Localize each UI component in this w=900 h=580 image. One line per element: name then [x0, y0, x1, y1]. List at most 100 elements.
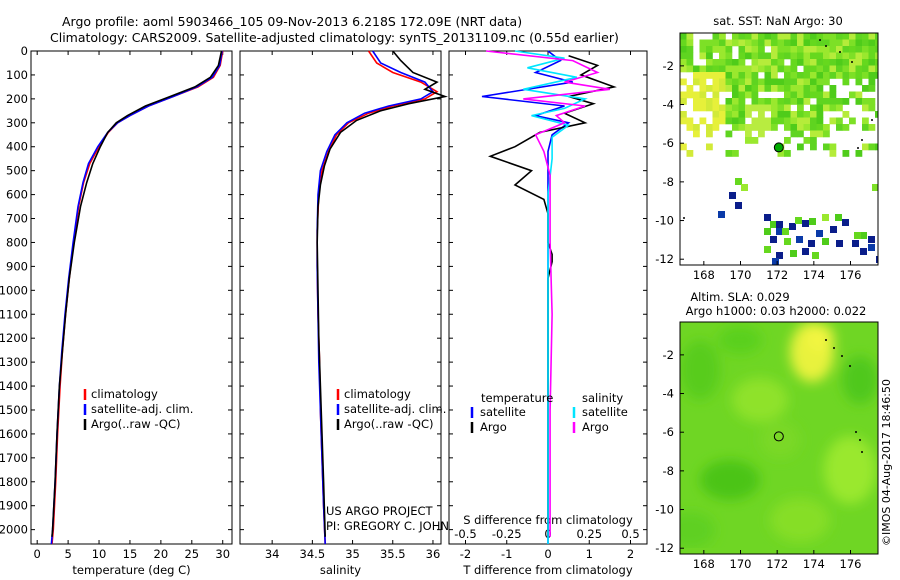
sst-cell: [875, 52, 878, 60]
coastline-dot: [841, 355, 843, 357]
map-x-tick-label: 168: [693, 268, 715, 282]
sst-cell: [745, 104, 752, 112]
map-x-tick-label: 172: [766, 557, 788, 571]
sst-cell: [680, 98, 687, 105]
top-x-tick-label: 0.5: [621, 527, 639, 541]
sst-cell: [751, 46, 759, 53]
coastline-dot: [857, 147, 859, 149]
sst-cell: [771, 104, 778, 112]
sst-cell: [732, 78, 739, 86]
sst-cell: [810, 111, 817, 118]
map-x-tick-label: 174: [803, 557, 825, 571]
sst-cell: [816, 111, 824, 118]
y-tick-label: 1300: [0, 355, 28, 369]
sst-cell: [876, 256, 878, 263]
sst-cell: [764, 246, 771, 253]
sst-cell: [862, 59, 869, 66]
sst-cell: [712, 85, 720, 92]
map-y-tick-label: -2: [663, 59, 674, 73]
sst-cell: [789, 223, 796, 230]
coastline-dot: [825, 45, 827, 47]
map-x-tick-label: 176: [840, 557, 862, 571]
sst-cell: [745, 124, 752, 131]
sst-cell: [706, 130, 713, 138]
profile-panel-temperature: 0 5 10 15 20 25 30 temperature (deg C) 0 100 200 30…: [0, 44, 233, 577]
y-tick-label: 1900: [0, 499, 28, 513]
sst-cell: [699, 104, 707, 112]
sst-cell: [829, 91, 837, 99]
map-panels: 168 170 172 174 176 -2 -4 -6 -8 -10 -12 sat. SST: N…: [655, 14, 879, 571]
series-line-satellite-adj-clim-: [316, 50, 435, 545]
sst-cell: [860, 232, 867, 239]
sst-cell: [776, 228, 783, 235]
sst-cell: [725, 72, 733, 79]
sst-cell: [829, 52, 837, 60]
sst-cell: [693, 130, 700, 138]
sst-cell: [797, 46, 804, 53]
sst-cell: [855, 33, 863, 40]
sst-cell: [764, 117, 772, 125]
sst-cell: [706, 59, 713, 66]
legend-entry: Argo: [480, 420, 507, 434]
sst-cell: [860, 248, 867, 255]
sst-cell: [803, 65, 811, 73]
sst-cell: [735, 178, 742, 185]
y-tick-label: 1800: [0, 475, 28, 489]
profile-panel-salinity: 34 34.5 35 35.5 36 salinity climatologysatelli…: [239, 50, 474, 577]
sst-cell: [862, 65, 869, 73]
sst-cell: [758, 46, 765, 53]
sst-cell: [836, 33, 843, 40]
sst-cell: [738, 98, 746, 105]
sst-cell: [699, 78, 707, 86]
map-x-tick-label: 176: [840, 268, 862, 282]
sst-cell: [719, 85, 726, 92]
annotation-project: US ARGO PROJECT: [326, 504, 434, 518]
sst-cell: [855, 46, 863, 53]
sst-cell: [732, 111, 739, 118]
sst-cell: [758, 52, 765, 60]
sst-cell: [719, 72, 726, 79]
sst-cell: [745, 137, 752, 144]
sst-cell: [699, 46, 707, 53]
sst-cell: [790, 33, 798, 40]
coastline-dot: [871, 119, 873, 121]
sst-cell: [712, 65, 720, 73]
sst-cell: [732, 85, 739, 92]
y-tick-label: 1000: [0, 283, 28, 297]
sst-cell: [797, 72, 804, 79]
y-tick-label: 300: [6, 116, 28, 130]
x-tick-label: 25: [184, 547, 199, 561]
sst-cell: [796, 236, 803, 243]
map-y-tick-label: -8: [663, 175, 674, 189]
sst-cell: [836, 117, 843, 125]
coastline-dot: [859, 439, 861, 441]
sst-cell: [784, 98, 791, 105]
sst-cell: [862, 104, 869, 112]
sst-cell: [836, 59, 843, 66]
map-y-tick-label: -12: [655, 252, 674, 266]
sst-cell: [764, 104, 772, 112]
sst-cell: [777, 150, 785, 157]
sst-cell: [738, 91, 746, 99]
sst-cell: [699, 65, 707, 73]
sst-cell: [738, 39, 746, 47]
sst-cell: [758, 104, 765, 112]
sst-cell: [849, 72, 856, 79]
sst-cell: [712, 124, 720, 131]
legend-entry: satellite-adj. clim.: [344, 402, 446, 416]
sst-cell: [836, 240, 843, 247]
sst-cell: [790, 59, 798, 66]
sst-cell: [875, 65, 878, 73]
sst-cell: [829, 46, 837, 53]
sla-blob: [760, 422, 800, 458]
sst-cell: [842, 33, 850, 40]
sst-cell: [712, 91, 720, 99]
sst-cell: [751, 98, 759, 105]
sst-cell: [810, 104, 817, 112]
sst-cell: [822, 238, 829, 245]
sst-cell: [823, 104, 830, 112]
sst-cell: [680, 111, 687, 118]
sst-map-title: sat. SST: NaN Argo: 30: [713, 14, 843, 28]
sst-cell: [829, 39, 837, 47]
sst-cell: [810, 65, 817, 73]
